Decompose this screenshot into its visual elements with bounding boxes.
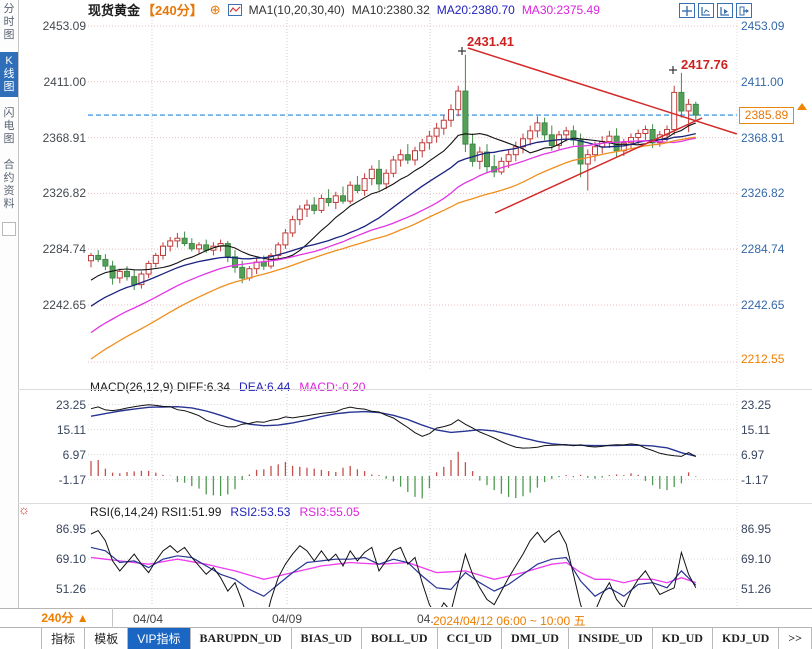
crosshair-icon[interactable]: [679, 3, 695, 18]
macd-y-axis-label-right: -1.17: [741, 472, 769, 487]
tab-VIP-[interactable]: VIP指标: [128, 628, 191, 649]
rsi-title: RSI(6,14,24) RSI1:51.99: [90, 505, 222, 519]
sun-icon[interactable]: ☼: [18, 502, 30, 517]
tab--[interactable]: 指标: [42, 628, 86, 649]
main-y-axis-label-right: 2411.00: [741, 74, 784, 89]
main-y-axis-label-right: 2242.65: [741, 297, 785, 312]
main-y-axis-label-right: 2284.74: [741, 242, 785, 257]
tab-BOLL_UD[interactable]: BOLL_UD: [362, 628, 438, 649]
tabbar-spacer: [0, 628, 43, 649]
ma20-value: MA20:2380.70: [436, 2, 515, 17]
panel-divider: [18, 389, 812, 390]
macd-title: MACD(26,12,9) DIFF:6.34: [90, 380, 231, 394]
period-selector[interactable]: 240分 ▲: [18, 608, 113, 628]
main-y-axis-label-right: 2453.09: [741, 19, 785, 33]
tab-KD_UD[interactable]: KD_UD: [653, 628, 713, 649]
rsi-y-axis-label-right: 51.26: [741, 581, 772, 596]
macd-panel-header: MACD(26,12,9) DIFF:6.34 DEA:6.44 MACD:-0…: [90, 380, 365, 394]
sidebar-item-timeshare[interactable]: 分 时 图: [3, 3, 15, 41]
main-y-axis-label-left: 2242.65: [42, 297, 86, 312]
rsi-panel-header: RSI(6,14,24) RSI1:51.99 RSI2:53.53 RSI3:…: [90, 505, 360, 519]
panel-divider: [18, 503, 812, 504]
macd-y-axis-label-right: 15.11: [741, 422, 771, 437]
axis-scale-icon[interactable]: [698, 3, 714, 18]
main-y-axis-label-right: 2326.82: [741, 186, 785, 201]
time-axis-row: [0, 608, 812, 628]
date-label: 04.: [417, 612, 434, 626]
macd-y-axis-label-right: 23.25: [741, 397, 772, 412]
main-y-axis-label-left: 2453.09: [42, 19, 86, 33]
chart-type-sidebar: 分 时 图 K 线 图闪 电 图合 约 资 料: [0, 0, 19, 608]
rsi-y-axis-label-left: 69.10: [55, 552, 86, 566]
dea-value: DEA:6.44: [239, 380, 291, 394]
tab->>[interactable]: >>: [779, 628, 812, 649]
rsi-y-axis-label-left: 86.95: [55, 522, 86, 536]
macd-value: MACD:-0.20: [299, 380, 366, 394]
macd-y-axis-label-left: 23.25: [55, 397, 86, 412]
price-up-arrow-icon: [797, 103, 807, 110]
tab--[interactable]: 模板: [85, 628, 129, 649]
expand-icon[interactable]: ⊕: [209, 1, 221, 17]
rsi3-value: RSI3:55.05: [299, 505, 360, 519]
chart-header: 现货黄金 【240分】 ⊕ MA1(10,20,30,40) MA10:2380.…: [88, 1, 600, 19]
tab-CCI_UD[interactable]: CCI_UD: [438, 628, 502, 649]
tab-INSIDE_UD[interactable]: INSIDE_UD: [569, 628, 653, 649]
sidebar-item-kline[interactable]: K 线 图: [0, 52, 18, 97]
macd-y-axis-label-left: -1.17: [58, 472, 86, 487]
tab-BIAS_UD[interactable]: BIAS_UD: [292, 628, 362, 649]
macd-y-axis-label-left: 15.11: [56, 422, 86, 437]
rsi2-value: RSI2:53.53: [230, 505, 291, 519]
tab-KDJ_UD[interactable]: KDJ_UD: [713, 628, 780, 649]
main-y-axis-label-left: 2284.74: [42, 242, 86, 257]
indicator-tab-bar: 指标 模板 VIP指标 BARUPDN_UD BIAS_UD BOLL_UD CCI_UD D…: [0, 628, 812, 649]
second-peak-annotation: 2417.76: [681, 57, 728, 72]
ma-settings-label: MA1(10,20,30,40): [248, 2, 345, 17]
tab-BARUPDN_UD[interactable]: BARUPDN_UD: [191, 628, 292, 649]
ma10-value: MA10:2380.32: [351, 2, 430, 17]
rsi-y-axis-label-left: 51.26: [55, 581, 86, 596]
period-label: 【240分】: [142, 3, 203, 18]
macd-y-axis-label-right: 6.97: [741, 447, 765, 462]
min-price-label: 2212.55: [741, 352, 785, 366]
sidebar-item-contract-info[interactable]: 合 约 资 料: [3, 159, 15, 210]
chart-icon: [227, 3, 242, 16]
axis-play-icon[interactable]: [717, 3, 733, 18]
sidebar-collapse-box[interactable]: [2, 222, 16, 236]
macd-y-axis-label-left: 6.97: [62, 447, 86, 462]
rsi-y-axis-label-right: 86.95: [741, 522, 772, 536]
main-y-axis-label-right: 2368.91: [741, 130, 785, 145]
peak-price-annotation: 2431.41: [467, 34, 514, 49]
date-label: 04/09: [272, 612, 303, 626]
symbol-name: 现货黄金: [88, 3, 141, 18]
rsi-y-axis-label-right: 69.10: [741, 552, 772, 566]
current-price-box: 2385.89: [739, 107, 794, 124]
current-session-label: 2024/04/12 06:00 ~ 10:00 五: [433, 614, 586, 628]
main-y-axis-label-left: 2326.82: [42, 186, 86, 201]
tab-DMI_UD[interactable]: DMI_UD: [502, 628, 569, 649]
pane-shift-icon[interactable]: [736, 3, 752, 18]
date-label: 04/04: [133, 612, 164, 626]
sidebar-item-flash[interactable]: 闪 电 图: [3, 107, 15, 145]
chart-toolbar: [679, 3, 752, 18]
main-y-axis-label-left: 2411.00: [43, 74, 87, 89]
main-y-axis-label-left: 2368.91: [42, 130, 86, 145]
ma30-value: MA30:2375.49: [521, 2, 600, 17]
